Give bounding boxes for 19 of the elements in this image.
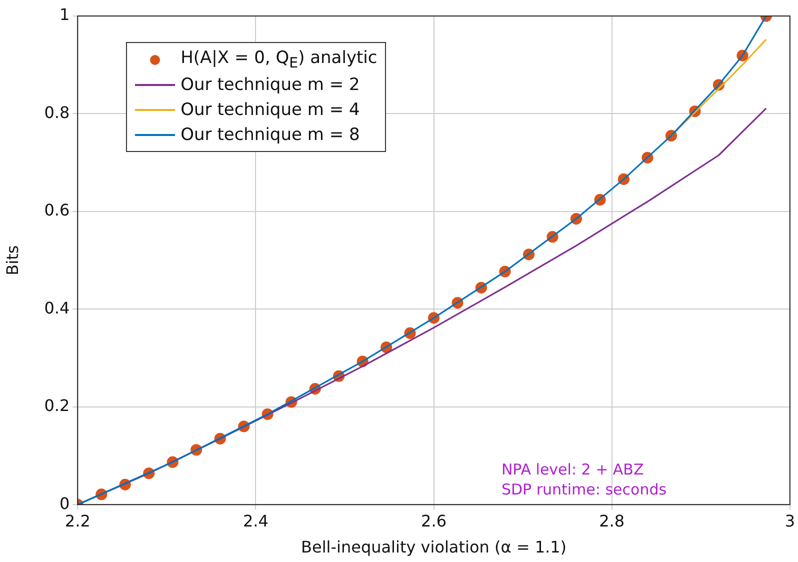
x-tick-label: 2.2 bbox=[64, 511, 90, 530]
annotation: SDP runtime: seconds bbox=[501, 480, 667, 499]
x-tick-label: 2.4 bbox=[242, 511, 268, 530]
x-tick-label: 2.6 bbox=[421, 511, 447, 530]
x-tick-label: 3 bbox=[784, 511, 796, 530]
legend-label: Our technique m = 2 bbox=[180, 74, 360, 94]
y-tick-label: 0.6 bbox=[44, 200, 70, 220]
y-tick-label: 1 bbox=[59, 5, 70, 24]
y-tick-label: 0.8 bbox=[44, 102, 70, 122]
y-axis-title: Bits bbox=[2, 245, 22, 276]
y-tick-label: 0.2 bbox=[44, 396, 70, 416]
legend-label: H(A|X = 0, Q$_{E}$) analytic bbox=[180, 48, 378, 72]
legend-label: Our technique m = 4 bbox=[180, 100, 360, 120]
legend-label: Our technique m = 8 bbox=[180, 124, 360, 144]
x-axis-title: Bell-inequality violation (α = 1.1) bbox=[301, 538, 567, 557]
annotation: NPA level: 2 + ABZ bbox=[501, 460, 644, 479]
y-tick-label: 0 bbox=[59, 494, 70, 513]
x-tick-label: 2.8 bbox=[599, 511, 625, 530]
y-tick-label: 0.4 bbox=[44, 298, 70, 318]
